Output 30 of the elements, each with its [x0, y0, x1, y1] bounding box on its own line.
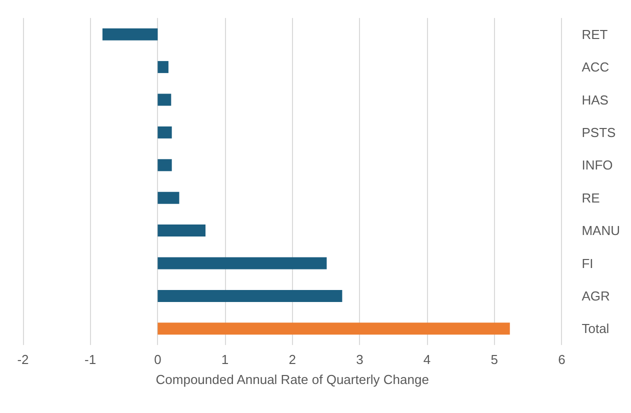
bar	[158, 257, 327, 270]
y-tick-label: RET	[582, 26, 608, 42]
y-tick-label: ACC	[582, 60, 610, 75]
y-tick-label: HAS	[582, 92, 609, 108]
bar	[158, 290, 342, 302]
y-tick-label: AGR	[582, 288, 610, 304]
x-tick-label: -2	[17, 352, 29, 367]
bar	[158, 159, 172, 172]
bar	[158, 192, 180, 204]
x-tick-label: 1	[221, 352, 229, 367]
bar	[158, 126, 172, 138]
x-tick-label: 5	[490, 352, 498, 367]
bar	[102, 28, 158, 40]
bar	[158, 94, 172, 106]
y-tick-label: MANU	[582, 223, 620, 238]
x-axis-title: Compounded Annual Rate of Quarterly Change	[156, 372, 429, 387]
x-tick-label: 6	[558, 352, 566, 367]
x-tick-label: 0	[154, 352, 162, 367]
bar	[158, 61, 168, 74]
x-tick-label: 2	[288, 352, 296, 367]
bar	[158, 224, 206, 237]
y-tick-label: FI	[582, 256, 594, 271]
y-tick-label: PSTS	[582, 124, 616, 140]
y-tick-label: RE	[582, 190, 600, 206]
y-tick-label: INFO	[582, 158, 613, 173]
x-tick-label: 4	[423, 352, 431, 367]
bar	[158, 322, 510, 335]
y-tick-label: Total	[582, 321, 610, 336]
x-tick-label: -1	[84, 352, 96, 367]
x-tick-label: 3	[356, 352, 364, 367]
